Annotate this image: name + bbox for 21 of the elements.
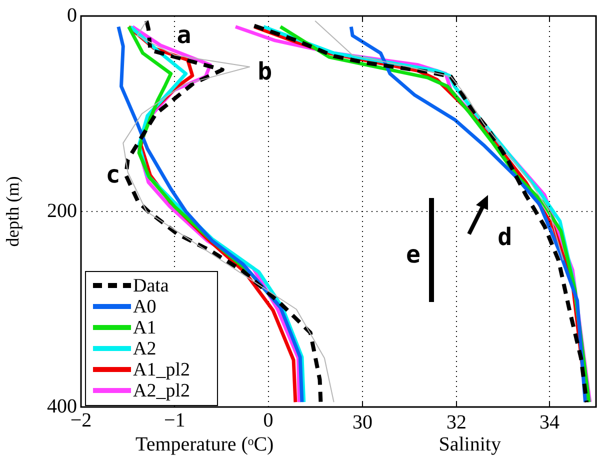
y-tick-label: 0 [67,4,77,26]
annotation: e [406,240,420,268]
y-tick-label: 200 [47,200,77,222]
x2-axis-title: Salinity [438,433,501,456]
x2-tick-label: 32 [446,411,466,434]
legend-label: A1_pl2 [133,359,190,380]
y-axis-title: depth (m) [2,176,23,247]
legend-label: A2 [133,338,156,360]
x2-tick-label: 34 [540,411,560,434]
x-tick-label: 0 [263,409,274,432]
annotation: d [498,223,512,252]
x-axis-title: Temperature (ᵒC) [136,433,274,456]
annotation: a [176,20,192,49]
legend-label: Data [133,275,170,296]
legend-label: A2_pl2 [133,380,190,402]
x-tick-label: −1 [164,409,186,432]
annotation: b [258,57,272,86]
legend-label: A1 [133,317,156,338]
x2-tick-label: 30 [352,411,372,434]
annotation: c [106,160,120,189]
legend-label: A0 [133,296,156,318]
